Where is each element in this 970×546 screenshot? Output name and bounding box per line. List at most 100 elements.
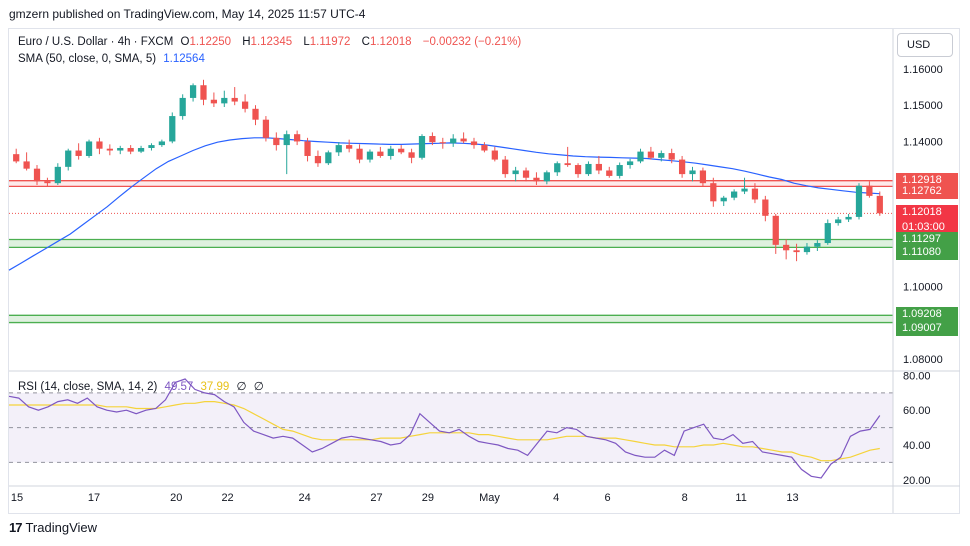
candle-body <box>304 141 311 156</box>
close-value: 1.12018 <box>369 36 412 48</box>
close-label: C <box>361 36 370 48</box>
currency-button[interactable]: USD <box>897 33 953 57</box>
candle-body <box>793 250 800 253</box>
candle-body <box>241 101 249 109</box>
candle-body <box>283 134 290 146</box>
time-tick-label: 8 <box>682 492 688 504</box>
candle-body <box>803 246 811 253</box>
tradingview-brand: TradingView <box>25 520 98 535</box>
candle-body <box>502 159 509 175</box>
candle-body <box>200 85 207 100</box>
candle-body <box>117 147 124 151</box>
candle-body <box>491 150 498 160</box>
change-value: −0.00232 (−0.21%) <box>422 36 522 48</box>
rsi-legend[interactable]: RSI (14, close, SMA, 14, 2) 49.57 37.99 … <box>18 379 268 393</box>
time-tick-label: 15 <box>11 492 23 504</box>
candle-body <box>647 151 655 158</box>
time-tick-label: 4 <box>553 492 559 504</box>
price-tag-green: 1.11080 <box>896 245 958 260</box>
price-tag-current: 1.12018 <box>896 205 958 220</box>
candle-body <box>169 116 176 142</box>
candle-body <box>512 170 519 175</box>
candle-body <box>262 119 270 138</box>
time-tick-label: 11 <box>735 492 746 504</box>
candle-body <box>85 141 93 156</box>
candle-body <box>554 163 561 173</box>
candle-body <box>845 216 852 220</box>
candle-body <box>710 183 717 202</box>
rsi-line <box>8 378 881 479</box>
candle-body <box>824 223 831 244</box>
rsi-value: 49.57 <box>164 381 194 393</box>
support-zone-2 <box>9 315 893 323</box>
time-tick-label: 22 <box>221 492 233 504</box>
candle-body <box>522 170 530 178</box>
candle-body <box>54 166 61 184</box>
candle-body <box>855 185 863 217</box>
candle-body <box>731 191 738 198</box>
candle-body <box>346 145 353 149</box>
candle-body <box>377 151 384 156</box>
price-tag-red: 1.12762 <box>896 184 958 199</box>
candle-body <box>23 161 30 169</box>
candle-body <box>762 199 769 216</box>
candle-body <box>543 172 550 182</box>
candle-body <box>158 141 165 146</box>
candle-body <box>460 138 467 142</box>
tradingview-logo[interactable]: 17 TradingView <box>9 520 97 535</box>
chart-container[interactable] <box>8 28 960 514</box>
candle-body <box>210 99 218 104</box>
candle-body <box>96 141 103 149</box>
sma-legend[interactable]: SMA (50, close, 0, SMA, 5) 1.12564 <box>18 53 209 65</box>
open-value: 1.12250 <box>189 36 232 48</box>
support-zone-1 <box>9 239 893 248</box>
time-tick-label: 20 <box>170 492 182 504</box>
candle-body <box>585 163 592 175</box>
high-label: H <box>242 36 251 48</box>
time-tick-label: 17 <box>88 492 100 504</box>
candle-body <box>595 163 602 171</box>
candle-body <box>325 152 332 164</box>
candle-body <box>294 134 301 142</box>
price-tag-current: 01:03:00 <box>896 220 958 235</box>
publisher-caption: gmzern published on TradingView.com, May… <box>9 7 366 21</box>
candle-body <box>33 168 41 182</box>
candle-body <box>273 137 280 146</box>
candle-body <box>221 97 228 104</box>
candle-body <box>616 165 623 176</box>
candle-body <box>189 85 197 98</box>
candle-body <box>866 185 873 196</box>
candle-body <box>387 148 394 156</box>
candle-body <box>75 150 82 156</box>
candle-body <box>127 147 134 152</box>
candle-body <box>626 161 634 166</box>
sma-line <box>8 137 880 271</box>
high-value: 1.12345 <box>250 36 293 48</box>
candle-body <box>741 188 748 192</box>
candle-body <box>689 170 696 175</box>
candle-body <box>439 142 446 144</box>
candle-body <box>418 136 426 158</box>
time-tick-label: 27 <box>370 492 382 504</box>
rsi-tick-label: 20.00 <box>903 475 931 487</box>
price-tick-label: 1.14000 <box>903 136 943 148</box>
symbol-title[interactable]: Euro / U.S. Dollar · 4h · FXCM <box>18 36 174 48</box>
candle-body <box>814 243 821 247</box>
sma-value: 1.12564 <box>163 53 205 65</box>
open-label: O <box>180 36 190 48</box>
candle-body <box>783 244 790 251</box>
candle-body <box>574 165 582 175</box>
price-tag-green: 1.09007 <box>896 321 958 336</box>
candle-body <box>335 145 342 153</box>
time-tick-label: 13 <box>786 492 798 504</box>
rsi-label: RSI (14, close, SMA, 14, 2) <box>18 381 158 393</box>
candle-body <box>720 197 727 202</box>
candle-body <box>137 147 145 152</box>
price-tag-green: 1.09208 <box>896 307 958 322</box>
candle-body <box>772 215 779 245</box>
candle-body <box>429 136 436 143</box>
candle-body <box>835 219 842 224</box>
rsi-tick-label: 80.00 <box>903 370 931 382</box>
